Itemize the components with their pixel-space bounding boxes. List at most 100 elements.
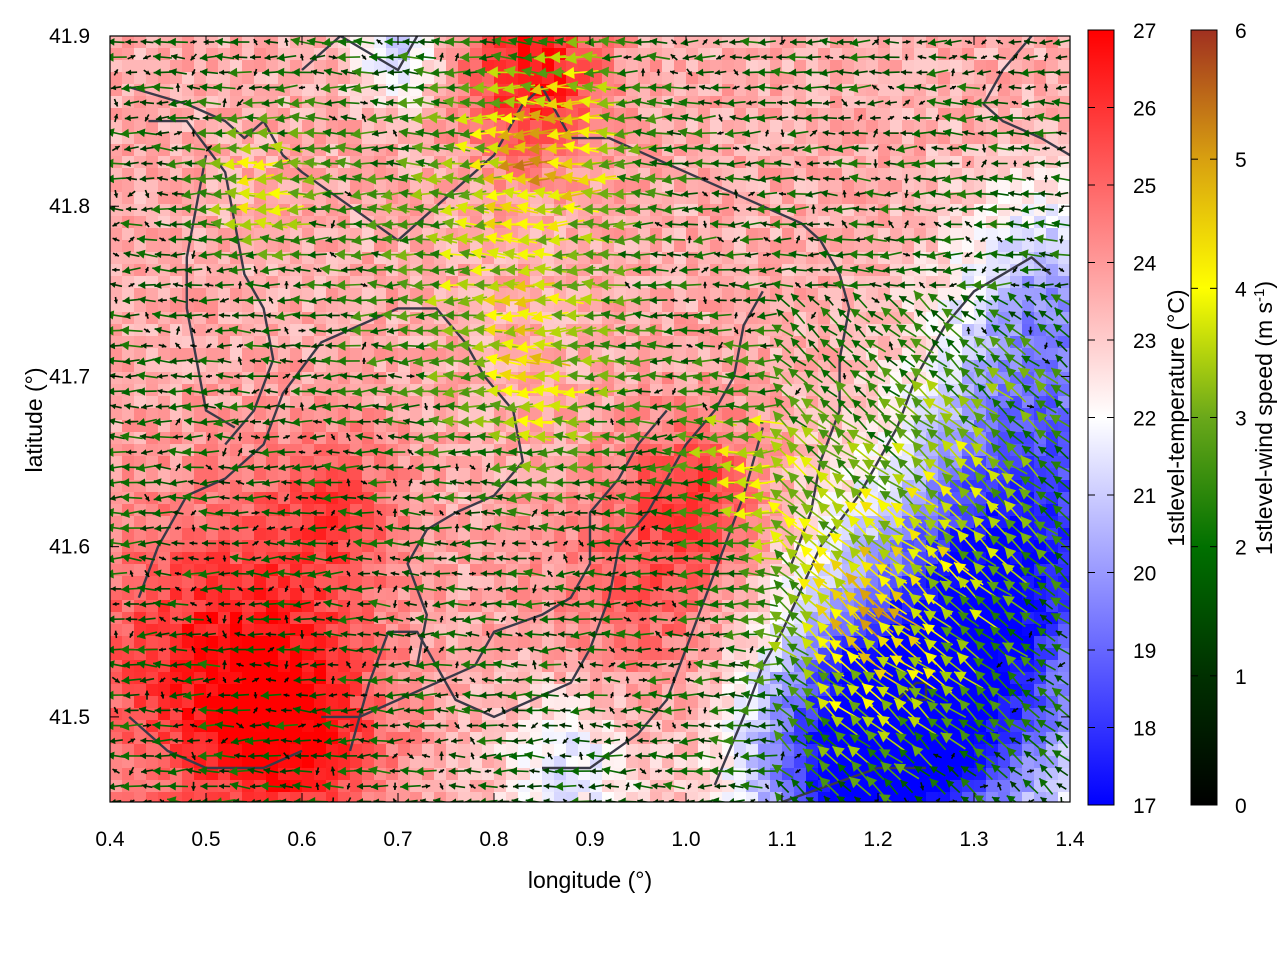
temperature-cell [470,72,483,85]
temperature-cell [1034,84,1047,97]
temperature-cell [566,696,579,709]
temperature-cell [134,180,147,193]
temperature-cell [158,696,171,709]
temperature-cell [1046,120,1059,133]
temperature-cell [122,408,135,421]
temperature-cell [530,168,543,181]
temperature-cell [626,240,639,253]
temperature-cell [638,204,651,217]
temperature-cell [710,60,723,73]
temperature-cell [866,60,879,73]
temperature-cell [950,204,963,217]
temperature-cell [242,72,255,85]
temperature-cell [194,288,207,301]
temperature-cell [614,48,627,61]
temperature-cell [290,228,303,241]
temperature-cell [422,180,435,193]
temperature-cell [638,240,651,253]
temperature-cell [278,288,291,301]
temperature-cell [770,228,783,241]
temperature-cell [878,84,891,97]
temperature-cell [842,120,855,133]
temperature-cell [686,288,699,301]
temperature-cell [782,756,795,769]
temperature-cell [794,132,807,145]
temperature-cell [494,180,507,193]
temperature-cell [674,72,687,85]
temperature-cell [794,192,807,205]
temperature-cell [890,228,903,241]
temperature-cell [122,444,135,457]
temperature-cell [458,120,471,133]
temperature-cell [770,192,783,205]
temperature-cell [1046,624,1059,637]
temperature-cell [782,264,795,277]
temperature-cell [686,276,699,289]
temperature-cell [1058,264,1070,277]
temperature-cell [590,228,603,241]
temperature-cell [146,72,159,85]
temperature-cell [398,468,411,481]
temperature-cell [1046,348,1059,361]
temperature-cell [722,228,735,241]
temperature-cell [674,60,687,73]
temperature-cell [206,600,219,613]
temperature-cell [314,288,327,301]
temperature-cell [386,132,399,145]
temperature-cell [110,408,123,421]
temperature-cell [794,204,807,217]
temperature-cell [170,528,183,541]
temperature-cell [554,180,567,193]
temperature-cell [206,60,219,73]
temperature-cell [170,456,183,469]
temperature-cell [170,192,183,205]
temperature-cell [314,444,327,457]
temperature-cell [326,228,339,241]
temperature-cell [362,120,375,133]
temperature-cell [422,120,435,133]
temperature-cell [158,72,171,85]
temperature-cell [794,708,807,721]
temperature-cell [422,732,435,745]
temperature-cell [230,672,243,685]
temperature-cell [962,132,975,145]
temperature-cell [650,288,663,301]
temperature-cell [590,288,603,301]
temperature-cell [1022,168,1035,181]
temperature-cell [242,672,255,685]
temperature-cell [722,60,735,73]
temperature-cell [206,432,219,445]
temperature-cell [890,180,903,193]
temperature-cell [182,360,195,373]
temperature-cell [890,204,903,217]
temperature-cell [302,204,315,217]
temperature-cell [158,120,171,133]
temperature-cell [590,528,603,541]
temperature-cell [242,384,255,397]
temperature-cell [1010,276,1023,289]
temperature-cell [914,180,927,193]
temperature-cell [422,660,435,673]
temperature-cell [218,696,231,709]
temperature-cell [362,612,375,625]
temperature-cell [794,72,807,85]
temperature-cell [938,72,951,85]
temperature-cell [254,516,267,529]
temperature-cell [242,696,255,709]
temperature-cell [758,288,771,301]
temperature-cell [446,132,459,145]
temperature-cell [1010,156,1023,169]
temperature-cell [842,60,855,73]
temperature-cell [518,288,531,301]
temperature-cell [590,300,603,313]
temperature-cell [530,720,543,733]
temperature-cell [734,180,747,193]
temperature-cell [782,384,795,397]
temperature-cell [890,48,903,61]
temperature-cell [158,60,171,73]
temperature-cell [914,120,927,133]
temperature-cell [866,276,879,289]
temperature-cell [470,180,483,193]
temperature-cell [818,192,831,205]
temperature-cell [266,528,279,541]
